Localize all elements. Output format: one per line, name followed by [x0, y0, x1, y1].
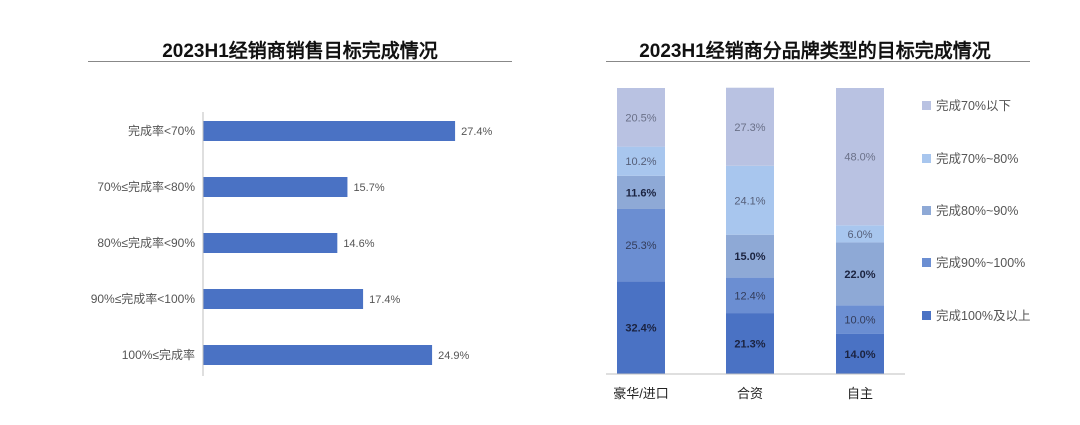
bar-0 [203, 121, 456, 141]
bar-4 [203, 345, 433, 365]
category-label: 自主 [847, 386, 873, 401]
legend-label: 完成100%及以上 [936, 308, 1030, 323]
stack-segment-1-2 [726, 234, 774, 278]
segment-value-label: 20.5% [625, 112, 656, 124]
stack-segment-1-4 [726, 87, 774, 166]
stack-segment-0-3 [617, 146, 665, 176]
stack-segment-0-2 [617, 175, 665, 209]
legend-swatch [922, 206, 931, 215]
stack-segment-1-1 [726, 277, 774, 314]
left-title-divider [88, 61, 512, 62]
segment-value-label: 21.3% [734, 339, 765, 351]
right-chart-title: 2023H1经销商分品牌类型的目标完成情况 [639, 41, 991, 62]
stack-segment-0-0 [617, 281, 665, 374]
bar-value-label: 24.9% [438, 350, 469, 362]
segment-value-label: 15.0% [734, 251, 765, 263]
stack-segment-0-1 [617, 208, 665, 282]
bar-value-label: 15.7% [353, 182, 384, 194]
stack-segment-2-3 [836, 225, 884, 243]
category-label: 合资 [737, 386, 763, 401]
segment-value-label: 48.0% [844, 152, 875, 164]
bar-1 [203, 177, 348, 197]
segment-value-label: 6.0% [847, 229, 872, 241]
right-title-divider [606, 61, 1030, 62]
bar-3 [203, 289, 364, 309]
category-label: 90%≤完成率<100% [91, 291, 196, 306]
stack-segment-1-3 [726, 165, 774, 235]
segment-value-label: 25.3% [625, 240, 656, 252]
segment-value-label: 10.0% [844, 315, 875, 327]
segment-value-label: 14.0% [844, 349, 875, 361]
bar-value-label: 27.4% [461, 126, 492, 138]
stack-segment-2-2 [836, 242, 884, 306]
legend-swatch [922, 101, 931, 110]
stack-segment-2-1 [836, 305, 884, 334]
segment-value-label: 22.0% [844, 269, 875, 281]
category-label: 80%≤完成率<90% [97, 235, 195, 250]
stack-segment-2-4 [836, 88, 884, 226]
legend-label: 完成70%以下 [936, 98, 1011, 113]
category-label: 100%≤完成率 [122, 347, 195, 362]
segment-value-label: 24.1% [734, 195, 765, 207]
legend-label: 完成90%~100% [936, 255, 1025, 270]
bar-2 [203, 233, 338, 253]
left-chart-title: 2023H1经销商销售目标完成情况 [162, 41, 438, 62]
legend-swatch [922, 258, 931, 267]
category-label: 70%≤完成率<80% [97, 179, 195, 194]
legend-label: 完成80%~90% [936, 203, 1018, 218]
legend-label: 完成70%~80% [936, 151, 1018, 166]
segment-value-label: 27.3% [734, 122, 765, 134]
category-label: 豪华/进口 [613, 386, 669, 401]
bar-value-label: 14.6% [343, 238, 374, 250]
segment-value-label: 12.4% [734, 290, 765, 302]
stack-segment-1-0 [726, 313, 774, 374]
segment-value-label: 10.2% [625, 156, 656, 168]
category-label: 完成率<70% [128, 123, 195, 138]
stack-segment-2-0 [836, 333, 884, 374]
stack-segment-0-4 [617, 88, 665, 147]
segment-value-label: 11.6% [626, 187, 657, 199]
segment-value-label: 32.4% [625, 323, 656, 335]
legend-swatch [922, 311, 931, 320]
legend-swatch [922, 154, 931, 163]
bar-value-label: 17.4% [369, 294, 400, 306]
